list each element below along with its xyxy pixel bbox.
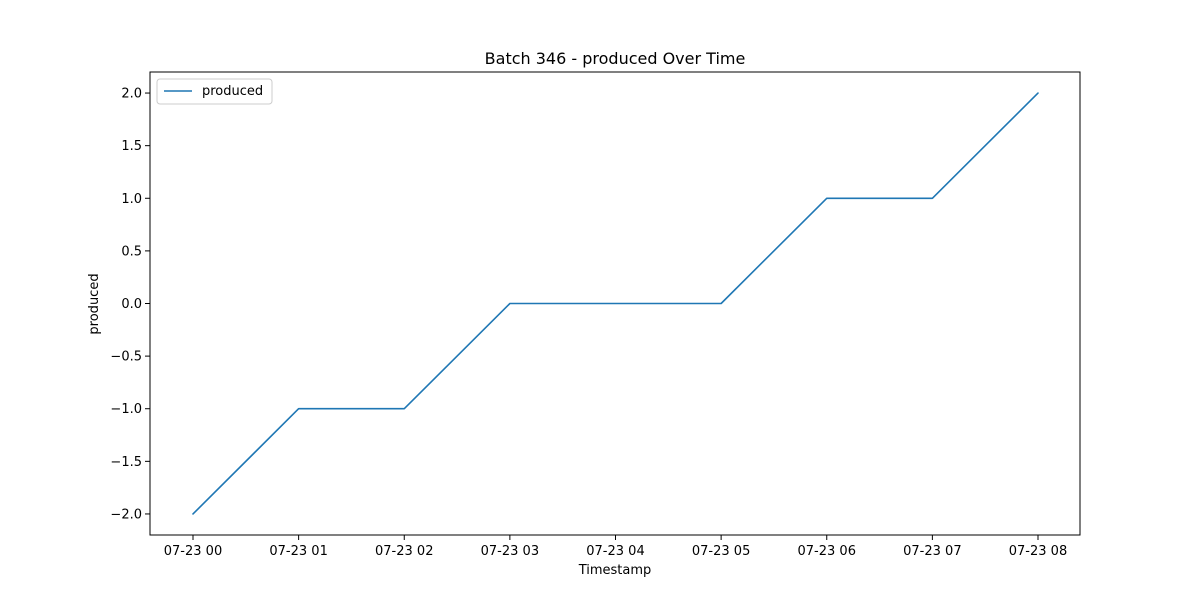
series-line-produced xyxy=(192,92,1039,515)
x-axis: 07-23 00 07-23 01 07-23 02 07-23 03 07-23 04… xyxy=(164,535,1067,559)
legend: produced xyxy=(156,78,273,105)
y-tick-label: 0.5 xyxy=(121,244,142,259)
x-tick-label: 07-23 08 xyxy=(1009,544,1067,559)
y-axis: −2.0 −1.5 −1.0 −0.5 0.0 0.5 1.0 1.5 2.0 xyxy=(110,87,150,522)
x-axis-title: Timestamp xyxy=(578,563,652,578)
chart-title: Batch 346 - produced Over Time xyxy=(485,49,746,68)
y-tick-label: −1.5 xyxy=(110,455,142,470)
x-tick-label: 07-23 03 xyxy=(481,544,539,559)
x-tick-label: 07-23 00 xyxy=(164,544,222,559)
y-tick-label: −2.0 xyxy=(110,507,142,522)
x-tick-label: 07-23 06 xyxy=(798,544,856,559)
y-tick-label: 0.0 xyxy=(121,297,142,312)
y-tick-label: 2.0 xyxy=(121,87,142,102)
x-tick-label: 07-23 07 xyxy=(903,544,961,559)
legend-label: produced xyxy=(202,84,263,99)
y-tick-label: 1.5 xyxy=(121,139,142,154)
y-tick-label: −0.5 xyxy=(110,350,142,365)
x-tick-label: 07-23 05 xyxy=(692,544,750,559)
legend-box xyxy=(156,78,273,105)
y-tick-label: 1.0 xyxy=(121,192,142,207)
x-tick-label: 07-23 02 xyxy=(375,544,433,559)
x-tick-label: 07-23 01 xyxy=(269,544,327,559)
series-layer xyxy=(192,92,1039,515)
x-tick-label: 07-23 04 xyxy=(586,544,644,559)
y-tick-label: −1.0 xyxy=(110,402,142,417)
y-axis-title: produced xyxy=(87,273,102,334)
